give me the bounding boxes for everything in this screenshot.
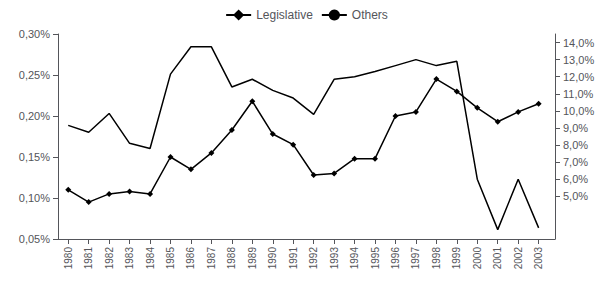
svg-text:1995: 1995 — [370, 247, 381, 270]
svg-text:2001: 2001 — [492, 247, 503, 270]
svg-text:1988: 1988 — [226, 247, 237, 270]
svg-text:1989: 1989 — [247, 247, 258, 270]
svg-text:5,0%: 5,0% — [563, 190, 588, 202]
svg-text:0,10%: 0,10% — [19, 192, 50, 204]
svg-text:1998: 1998 — [431, 247, 442, 270]
svg-text:8,0%: 8,0% — [563, 139, 588, 151]
svg-text:1996: 1996 — [390, 247, 401, 270]
svg-text:11,0%: 11,0% — [563, 88, 594, 100]
svg-text:14,0%: 14,0% — [563, 37, 594, 49]
svg-text:2002: 2002 — [513, 247, 524, 270]
svg-text:10,0%: 10,0% — [563, 105, 594, 117]
svg-text:1991: 1991 — [288, 247, 299, 270]
svg-text:1993: 1993 — [329, 247, 340, 270]
svg-text:2000: 2000 — [472, 247, 483, 270]
svg-text:1992: 1992 — [308, 247, 319, 270]
svg-text:0,25%: 0,25% — [19, 69, 50, 81]
svg-text:1987: 1987 — [206, 247, 217, 270]
svg-text:0,05%: 0,05% — [19, 233, 50, 245]
svg-text:1986: 1986 — [185, 247, 196, 270]
svg-text:1999: 1999 — [451, 247, 462, 270]
svg-text:12,0%: 12,0% — [563, 71, 594, 83]
svg-text:Others: Others — [352, 8, 388, 22]
svg-text:2003: 2003 — [533, 247, 544, 270]
svg-text:1981: 1981 — [83, 247, 94, 270]
svg-text:6,0%: 6,0% — [563, 173, 588, 185]
svg-text:0,20%: 0,20% — [19, 110, 50, 122]
svg-text:Legislative: Legislative — [256, 8, 313, 22]
svg-text:1997: 1997 — [410, 247, 421, 270]
svg-text:1990: 1990 — [267, 247, 278, 270]
svg-text:7,0%: 7,0% — [563, 156, 588, 168]
svg-text:1985: 1985 — [165, 247, 176, 270]
svg-text:1980: 1980 — [63, 247, 74, 270]
svg-text:1994: 1994 — [349, 247, 360, 270]
svg-text:1983: 1983 — [124, 247, 135, 270]
svg-text:1984: 1984 — [145, 247, 156, 270]
svg-text:0,15%: 0,15% — [19, 151, 50, 163]
svg-text:9,0%: 9,0% — [563, 122, 588, 134]
svg-text:13,0%: 13,0% — [563, 54, 594, 66]
svg-text:0,30%: 0,30% — [19, 28, 50, 40]
svg-text:1982: 1982 — [104, 247, 115, 270]
